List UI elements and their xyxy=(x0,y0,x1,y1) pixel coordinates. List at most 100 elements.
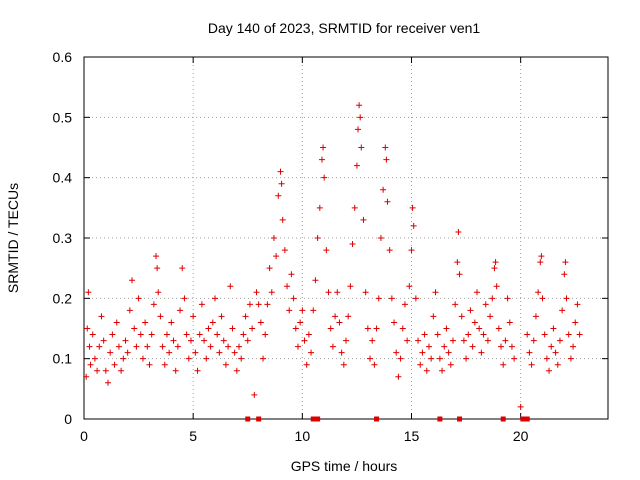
data-point-plus xyxy=(157,313,164,320)
data-point-plus xyxy=(548,343,555,350)
data-point-plus xyxy=(192,349,199,356)
data-point-plus xyxy=(262,331,269,338)
data-point-plus xyxy=(135,295,142,302)
data-point-plus xyxy=(113,319,120,326)
data-point-plus xyxy=(474,289,480,296)
data-point-plus xyxy=(316,204,323,211)
data-point-plus xyxy=(109,331,116,338)
data-point-plus xyxy=(345,313,352,320)
chart-title: Day 140 of 2023, SRMTID for receiver ven… xyxy=(208,20,481,36)
data-point-plus xyxy=(327,325,334,332)
data-point-plus xyxy=(410,222,417,229)
data-point-plus xyxy=(233,367,240,374)
data-point-plus xyxy=(177,307,184,314)
data-point-plus xyxy=(357,114,364,121)
data-point-plus xyxy=(460,337,467,344)
data-point-plus xyxy=(347,283,354,290)
data-point-plus xyxy=(115,343,122,350)
data-point-plus xyxy=(463,355,470,362)
data-point-plus xyxy=(455,228,462,235)
data-point-plus xyxy=(118,367,125,374)
data-point-plus xyxy=(238,355,245,362)
data-point-plus xyxy=(294,343,301,350)
data-point-plus xyxy=(100,337,107,344)
data-point-plus xyxy=(383,156,390,163)
data-point-plus xyxy=(343,337,349,344)
data-point-plus xyxy=(415,337,422,344)
data-point-plus xyxy=(517,403,524,410)
data-point-plus xyxy=(397,355,404,362)
data-point-plus xyxy=(161,361,168,368)
data-point-plus xyxy=(425,343,432,350)
data-point-plus xyxy=(220,337,227,344)
data-point-plus xyxy=(185,355,192,362)
grid-layer xyxy=(84,57,608,419)
data-point-plus xyxy=(480,331,487,338)
data-point-plus xyxy=(275,192,282,199)
data-point-plus xyxy=(297,319,304,326)
data-point-plus xyxy=(504,295,511,302)
data-point-plus xyxy=(218,313,225,320)
data-point-plus xyxy=(492,259,499,266)
y-tick-label: 0.4 xyxy=(53,170,73,186)
data-point-plus xyxy=(356,102,363,109)
data-point-plus xyxy=(170,337,177,344)
data-point-square xyxy=(457,416,463,422)
data-point-plus xyxy=(194,367,201,374)
data-point-plus xyxy=(172,367,179,374)
data-point-plus xyxy=(340,361,347,368)
data-point-plus xyxy=(290,295,297,302)
data-point-plus xyxy=(364,325,371,332)
data-point-plus xyxy=(286,307,293,314)
data-point-plus xyxy=(242,313,249,320)
data-point-plus xyxy=(89,331,96,338)
y-tick-label: 0.3 xyxy=(53,230,73,246)
data-point-plus xyxy=(246,301,253,308)
data-point-plus xyxy=(434,331,441,338)
data-point-plus xyxy=(430,313,437,320)
data-point-plus xyxy=(506,319,513,326)
data-point-plus xyxy=(133,343,140,350)
data-point-plus xyxy=(257,319,264,326)
data-point-plus xyxy=(371,361,378,368)
data-point-plus xyxy=(105,379,112,386)
data-point-plus xyxy=(131,325,138,332)
data-point-plus xyxy=(478,349,485,356)
data-point-plus xyxy=(205,325,212,332)
x-tick-label: 15 xyxy=(404,428,420,444)
data-point-square xyxy=(524,416,530,422)
data-point-square xyxy=(437,416,443,422)
data-point-plus xyxy=(465,331,472,338)
data-point-plus xyxy=(449,337,456,344)
y-tick-label: 0.2 xyxy=(53,290,73,306)
data-point-plus xyxy=(310,307,317,314)
data-point-plus xyxy=(452,301,459,308)
data-point-plus xyxy=(467,307,474,314)
data-point-plus xyxy=(441,343,448,350)
data-point-plus xyxy=(526,349,533,356)
data-point-plus xyxy=(484,337,491,344)
data-point-plus xyxy=(563,295,570,302)
data-point-plus xyxy=(550,325,557,332)
data-point-plus xyxy=(231,349,238,356)
data-point-plus xyxy=(153,253,160,260)
data-point-plus xyxy=(240,331,247,338)
data-point-plus xyxy=(255,301,262,308)
data-point-plus xyxy=(556,337,563,344)
data-point-plus xyxy=(574,301,581,308)
data-point-plus xyxy=(225,343,232,350)
data-point-plus xyxy=(227,283,234,290)
data-point-plus xyxy=(183,331,190,338)
data-point-plus xyxy=(391,319,398,326)
data-point-plus xyxy=(432,289,439,296)
data-point-plus xyxy=(546,367,553,374)
data-point-plus xyxy=(539,295,546,302)
data-point-plus xyxy=(84,325,91,332)
data-point-plus xyxy=(222,361,229,368)
data-point-plus xyxy=(284,283,291,290)
data-point-plus xyxy=(552,349,559,356)
data-point-plus xyxy=(419,349,426,356)
data-point-plus xyxy=(471,319,478,326)
data-point-plus xyxy=(476,325,483,332)
data-point-plus xyxy=(305,331,312,338)
